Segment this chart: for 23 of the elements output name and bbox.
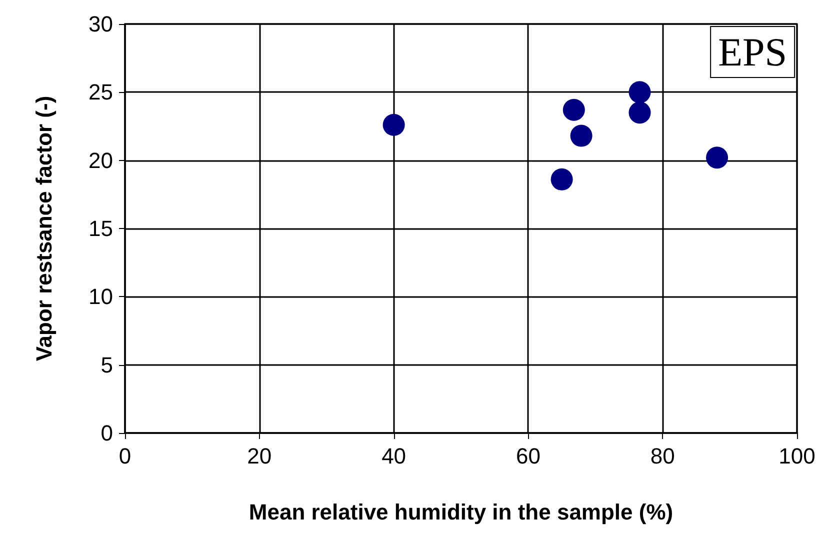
point	[706, 146, 728, 169]
y-tick-label: 5	[100, 352, 113, 378]
x-tick-label: 20	[247, 444, 272, 468]
x-tick-label: 60	[516, 444, 540, 468]
x-tick-label: 40	[382, 444, 406, 468]
y-tick-label: 25	[88, 80, 113, 105]
y-tick-label: 20	[88, 148, 113, 173]
y-tick-label: 15	[88, 216, 113, 241]
point	[628, 102, 651, 124]
point	[562, 98, 585, 121]
point	[550, 168, 573, 190]
x-tick-label: 0	[118, 444, 132, 468]
y-axis-title: Vapor restsance factor (-)	[32, 96, 56, 362]
x-tick-label: 100	[778, 444, 816, 468]
annotation: EPS	[718, 30, 788, 74]
point	[628, 81, 651, 104]
y-tick-label: 30	[88, 12, 113, 36]
point	[570, 124, 592, 147]
x-tick-label: 80	[650, 444, 675, 468]
x-axis-title: Mean relative humidity in the sample (%)	[248, 500, 674, 524]
y-tick-label: 0	[100, 420, 113, 446]
point	[382, 114, 405, 136]
y-tick-label: 10	[88, 284, 113, 310]
